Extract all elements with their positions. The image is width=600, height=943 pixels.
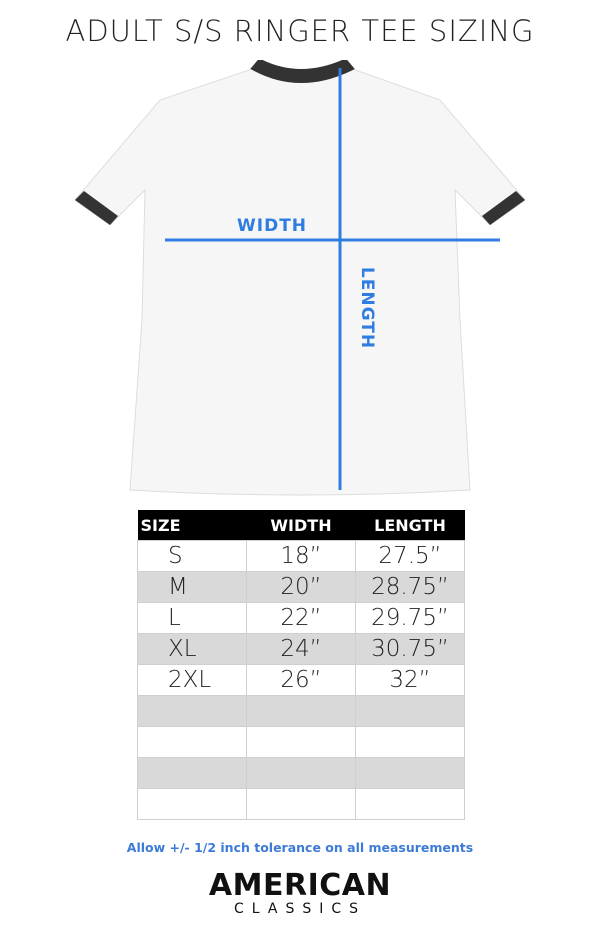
cell-size: 2XL	[137, 664, 247, 696]
cell-length	[355, 726, 465, 758]
length-label: LENGTH	[357, 266, 377, 350]
cell-length	[355, 757, 465, 789]
cell-length: 32”	[355, 664, 465, 696]
cell-size	[137, 726, 247, 758]
size-table: SIZE WIDTH LENGTH S 18” 27.5” M 20” 28.75” L 22…	[137, 510, 465, 820]
right-sleeve-band	[482, 191, 525, 225]
table-row: L 22” 29.75”	[137, 602, 465, 634]
cell-width: 26”	[246, 664, 356, 696]
header-length: LENGTH	[355, 510, 465, 541]
cell-size	[137, 757, 247, 789]
page-title: ADULT S/S RINGER TEE SIZING	[65, 14, 535, 48]
cell-length	[355, 788, 465, 820]
tshirt-diagram	[74, 60, 526, 496]
cell-length: 30.75”	[355, 633, 465, 665]
cell-size	[137, 788, 247, 820]
cell-length: 29.75”	[355, 602, 465, 634]
cell-width	[246, 726, 356, 758]
cell-width	[246, 788, 356, 820]
table-row: S 18” 27.5”	[137, 540, 465, 572]
table-row	[137, 695, 465, 727]
cell-width	[246, 757, 356, 789]
table-row	[137, 726, 465, 758]
cell-length: 28.75”	[355, 571, 465, 603]
cell-width: 24”	[246, 633, 356, 665]
collar-band	[250, 60, 355, 83]
cell-width: 20”	[246, 571, 356, 603]
cell-width: 22”	[246, 602, 356, 634]
header-size: SIZE	[137, 510, 247, 541]
tolerance-note: Allow +/- 1/2 inch tolerance on all meas…	[126, 840, 474, 855]
cell-size: L	[137, 602, 247, 634]
table-row	[137, 757, 465, 789]
cell-size: XL	[137, 633, 247, 665]
cell-size: M	[137, 571, 247, 603]
width-label: WIDTH	[237, 216, 308, 236]
table-row	[137, 788, 465, 820]
header-width: WIDTH	[246, 510, 356, 541]
table-row: M 20” 28.75”	[137, 571, 465, 603]
cell-length	[355, 695, 465, 727]
cell-width: 18”	[246, 540, 356, 572]
cell-length: 27.5”	[355, 540, 465, 572]
cell-width	[246, 695, 356, 727]
tshirt-body	[74, 67, 526, 496]
left-sleeve-band	[75, 191, 118, 225]
brand-logo-line1: AMERICAN	[208, 868, 392, 903]
table-row: 2XL 26” 32”	[137, 664, 465, 696]
brand-logo-line2: CLASSICS	[233, 901, 367, 917]
table-row: XL 24” 30.75”	[137, 633, 465, 665]
cell-size	[137, 695, 247, 727]
cell-size: S	[137, 540, 247, 572]
